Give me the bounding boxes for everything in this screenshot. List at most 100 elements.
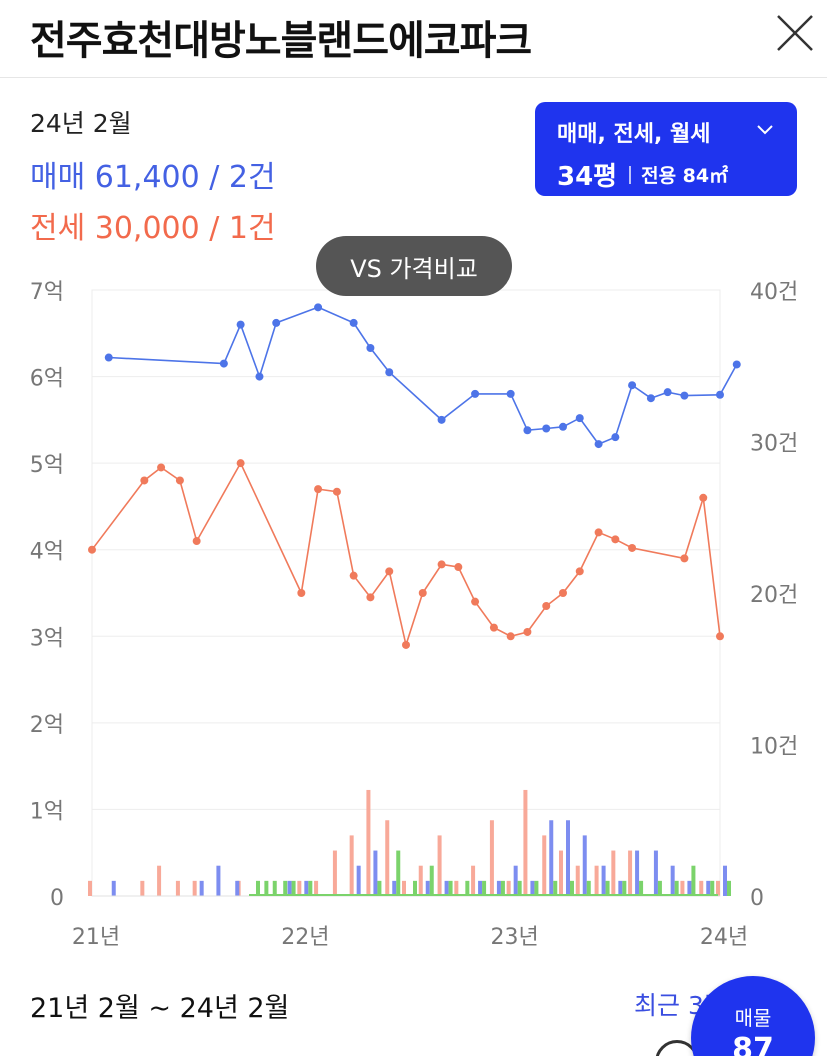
- wolse-count-bar: [308, 880, 313, 896]
- wolse-count-bar: [605, 880, 610, 896]
- y-left-tick-label: 0: [50, 886, 64, 911]
- y-right-tick-label: 20건: [750, 583, 798, 608]
- sale-price-point: [219, 359, 228, 368]
- header: 전주효천대방노블랜드에코파크: [0, 0, 827, 78]
- sale-price-line: [108, 306, 738, 446]
- wolse-count-bar: [639, 880, 644, 896]
- sale-count-bar: [373, 850, 378, 896]
- jeonse-price-point: [366, 593, 375, 602]
- wolse-count-bar: [586, 880, 591, 896]
- jeonse-price-point: [716, 632, 724, 641]
- wolse-count-bar: [291, 880, 296, 896]
- sale-count-bar: [304, 880, 309, 896]
- wolse-count-bar: [727, 880, 731, 896]
- listing-button[interactable]: 매물 87: [691, 976, 815, 1056]
- sale-count-bar: [235, 880, 240, 896]
- sale-price-point: [611, 433, 620, 442]
- sale-price-point: [663, 388, 672, 397]
- jeonse-count-bar: [192, 880, 197, 896]
- jeonse-price-point: [385, 567, 394, 576]
- y-right-tick-label: 10건: [750, 735, 798, 760]
- sale-count-bar: [496, 880, 501, 896]
- jeonse-price-point: [594, 528, 603, 537]
- sale-price-point: [559, 422, 567, 431]
- jeonse-count-bar: [699, 880, 704, 896]
- wolse-count-bar: [553, 880, 558, 896]
- vs-compare-button[interactable]: VS 가격비교: [316, 236, 512, 296]
- sale-price-point: [236, 320, 245, 329]
- jeonse-count-bar: [680, 880, 685, 896]
- y-left-tick-label: 6억: [30, 367, 64, 392]
- jeonse-price-point: [157, 463, 166, 472]
- sale-count-bar: [635, 850, 640, 896]
- filter-pyeong: 34평: [557, 162, 618, 192]
- sale-count-bar: [582, 835, 587, 896]
- wolse-count-bar: [465, 880, 470, 896]
- wolse-count-bar: [272, 880, 277, 896]
- jeonse-count-bar: [297, 880, 302, 896]
- sale-price-point: [314, 303, 323, 312]
- jeonse-price-point: [88, 545, 96, 554]
- sale-count-bar: [601, 865, 606, 896]
- sale-price-point: [716, 390, 724, 399]
- wolse-count-bar: [517, 880, 522, 896]
- jeonse-price-point: [628, 543, 637, 552]
- x-tick-label: 22년: [281, 925, 329, 950]
- jeonse-count-bar: [559, 850, 563, 896]
- sale-count-bar: [356, 865, 361, 896]
- wolse-count-bar: [534, 880, 539, 896]
- sale-count-bar: [392, 880, 397, 896]
- sale-count-bar: [216, 865, 221, 896]
- jeonse-price-point: [489, 623, 498, 632]
- filter-button[interactable]: 매매, 전세, 월세 34평 전용 84㎡: [535, 102, 797, 196]
- sale-count-bar: [706, 880, 711, 896]
- jeonse-count-bar: [542, 835, 547, 896]
- jeonse-summary: 전세 30,000 / 1건: [30, 211, 276, 246]
- jeonse-price-point: [140, 476, 149, 485]
- wolse-count-bar: [500, 880, 505, 896]
- x-tick-label: 23년: [491, 925, 539, 950]
- wolse-count-bar: [413, 880, 417, 896]
- sale-price-point: [732, 360, 741, 369]
- y-left-tick-label: 7억: [30, 280, 64, 305]
- jeonse-count-bar: [366, 789, 371, 896]
- jeonse-price-point: [418, 589, 427, 597]
- jeonse-count-bar: [349, 835, 354, 896]
- jeonse-count-bar: [523, 789, 528, 896]
- jeonse-count-bar: [454, 880, 459, 896]
- wolse-count-bar: [396, 850, 401, 896]
- listing-label: 매물: [734, 1006, 772, 1030]
- jeonse-count-bar: [418, 865, 423, 896]
- sale-count-bar: [687, 880, 692, 896]
- jeonse-count-bar: [88, 880, 92, 896]
- wolse-count-bar: [377, 880, 382, 896]
- close-button[interactable]: [770, 8, 820, 58]
- jeonse-price-point: [523, 627, 532, 636]
- filter-size: 34평 전용 84㎡: [557, 156, 728, 193]
- wolse-count-bar: [691, 865, 696, 896]
- jeonse-count-bar: [314, 880, 319, 896]
- sale-price-point: [366, 344, 375, 353]
- wolse-count-bar: [482, 880, 487, 896]
- wolse-count-bar: [570, 880, 574, 896]
- sale-price-point: [272, 318, 281, 327]
- jeonse-count-bar: [140, 880, 145, 896]
- jeonse-price-point: [314, 485, 323, 494]
- jeonse-count-bar: [385, 820, 390, 896]
- sale-price-point: [628, 381, 637, 390]
- jeonse-price-point: [332, 487, 341, 496]
- filter-types: 매매, 전세, 월세: [557, 122, 711, 147]
- y-left-tick-label: 3억: [30, 626, 64, 651]
- jeonse-count-bar: [489, 820, 494, 896]
- page-title: 전주효천대방노블랜드에코파크: [30, 18, 532, 64]
- sale-price-point: [523, 426, 532, 435]
- sale-count-bar: [425, 880, 430, 896]
- selected-period: 24년 2월: [30, 109, 132, 138]
- jeonse-price-point: [506, 632, 515, 641]
- wolse-count-bar: [657, 880, 662, 896]
- jeonse-price-point: [454, 563, 463, 572]
- jeonse-count-bar: [437, 835, 442, 896]
- sale-count-bar: [618, 880, 623, 896]
- jeonse-count-bar: [628, 850, 633, 896]
- jeonse-price-point: [611, 535, 620, 544]
